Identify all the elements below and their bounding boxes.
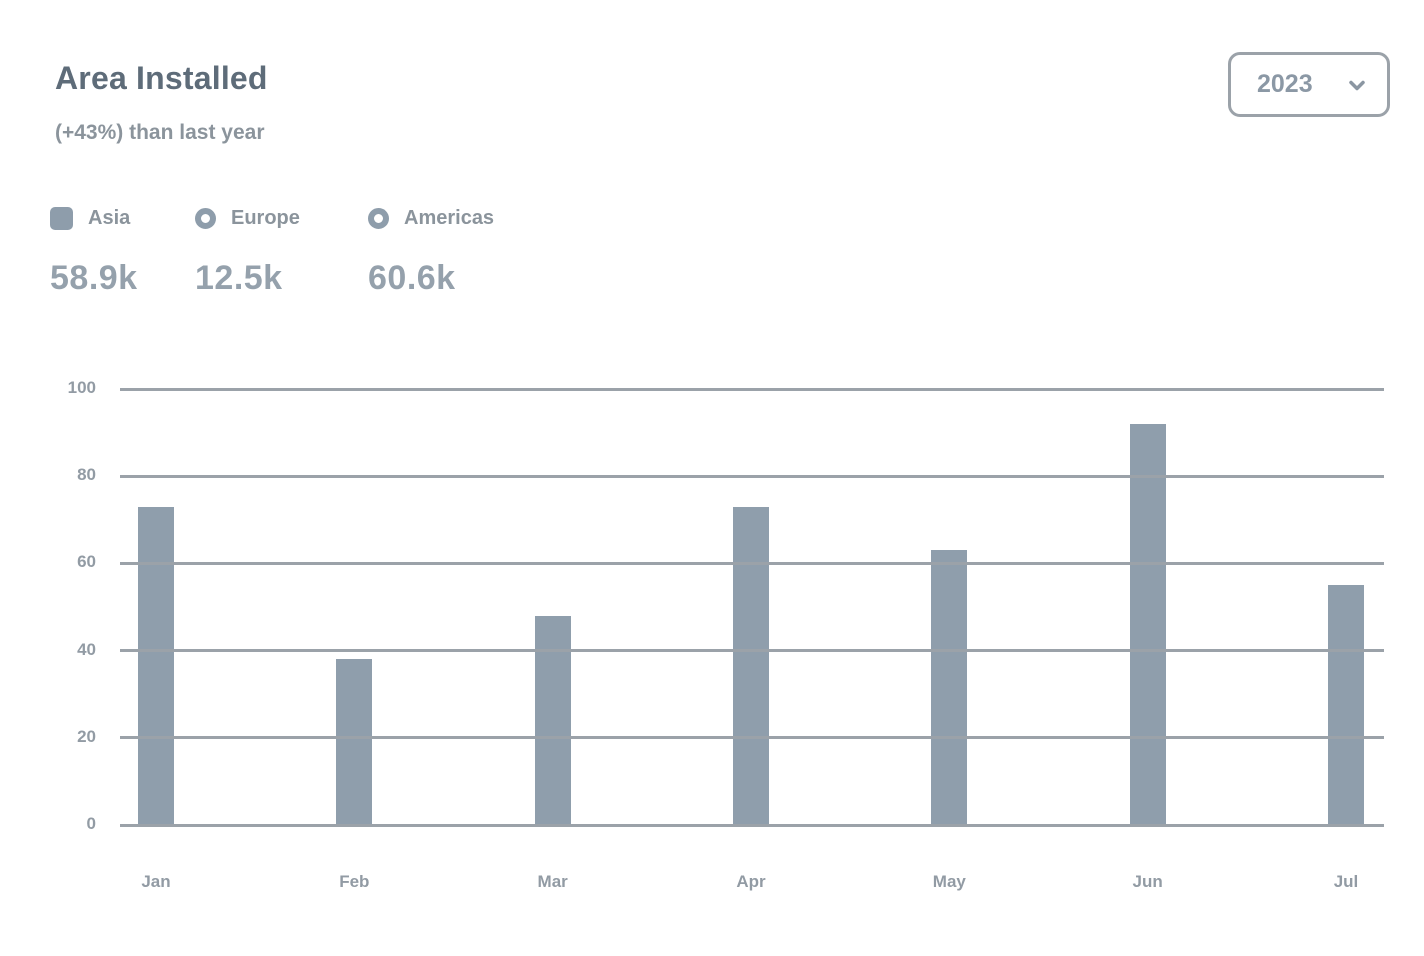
legend-item-asia[interactable]: Asia 58.9k [50,203,145,298]
y-tick-label-80: 80 [77,465,96,485]
y-tick-label-20: 20 [77,726,96,746]
plot-area [120,387,1384,827]
legend-total-europe: 12.5k [195,259,283,297]
legend-label-asia: Asia [88,206,131,229]
legend-marker-europe-icon [195,207,216,229]
legend-label-europe: Europe [231,206,300,229]
y-tick-label-0: 0 [86,814,96,833]
y-tick-label-100: 100 [67,378,96,397]
bar-jul[interactable] [1328,585,1364,825]
x-tick-label-jun: Jun [1132,872,1163,891]
x-tick-label-may: May [932,872,966,891]
gridline-80 [120,474,1384,478]
gridline-20 [120,736,1384,740]
legend-item-europe[interactable]: Europe 12.5k [195,203,318,298]
bar-jan[interactable] [138,506,174,825]
legend-item-americas[interactable]: Americas 60.6k [368,203,494,298]
gridline-60 [120,561,1384,565]
page-subtitle: (+43%) than last year [55,121,265,144]
bar-feb[interactable] [336,659,373,825]
bar-jun[interactable] [1129,423,1166,825]
bar-may[interactable] [931,550,968,825]
y-tick-label-40: 40 [77,639,96,659]
y-tick-label-60: 60 [77,552,96,572]
chevron-down-icon [1345,73,1369,97]
gridline-40 [120,649,1384,653]
chart-legend: Asia 58.9k Europe 12.5k Americas 60.6k [50,203,494,298]
bar-apr[interactable] [733,506,769,825]
year-dropdown[interactable]: 2023 [1228,52,1390,117]
gridline-100 [120,387,1384,391]
legend-label-americas: Americas [404,206,495,229]
legend-marker-asia-icon [50,206,73,230]
legend-total-americas: 60.6k [368,259,456,297]
x-tick-label-mar: Mar [537,872,568,891]
gridline-0 [120,823,1384,827]
page-title: Area Installed [55,60,268,96]
legend-total-asia: 58.9k [50,259,138,297]
legend-marker-americas-icon [368,207,389,229]
year-dropdown-value: 2023 [1257,70,1313,98]
bar-mar[interactable] [534,615,571,825]
x-tick-label-jan: Jan [141,872,171,891]
x-tick-label-jul: Jul [1333,872,1359,891]
x-tick-label-apr: Apr [736,872,766,891]
x-tick-label-feb: Feb [339,872,370,891]
